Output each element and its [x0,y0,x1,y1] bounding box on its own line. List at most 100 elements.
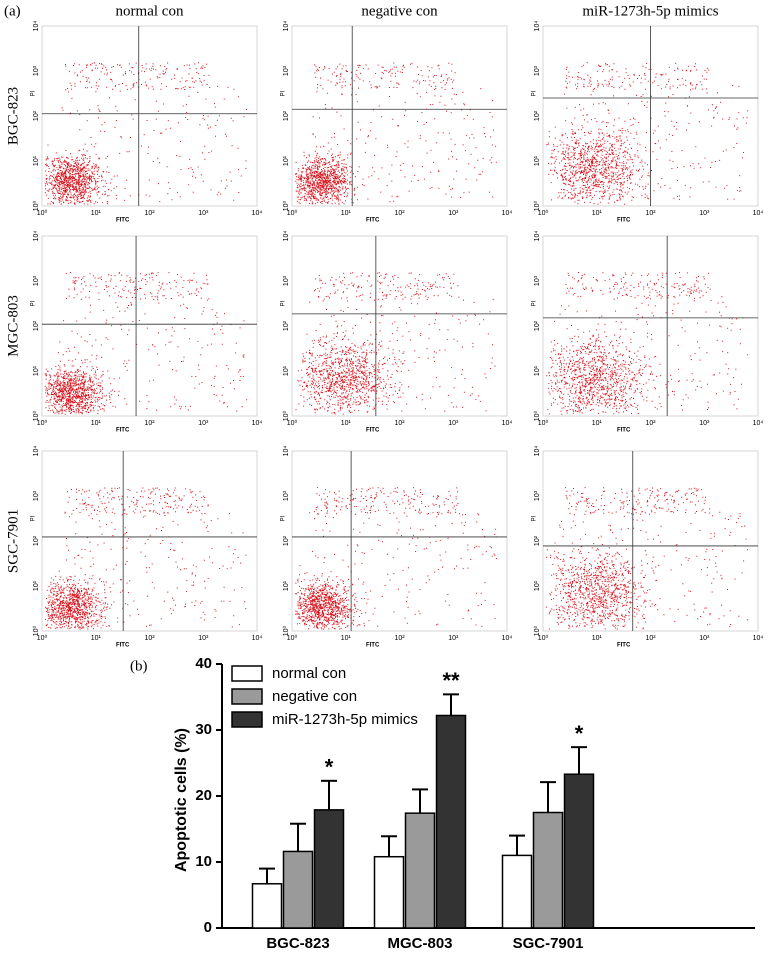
y-axis-label: PI [281,90,287,96]
y-tick-label: 10⁰ [282,411,290,422]
y-axis-label: PI [532,515,538,521]
x-tick-label: 10¹ [91,210,102,217]
cell-dots [546,272,749,415]
x-tick-label: 10¹ [592,635,603,642]
plot-frame [41,450,258,632]
x-axis-label: FITC [116,218,130,224]
y-tick-label: 10⁰ [533,411,541,422]
x-tick-label: 10¹ [592,210,603,217]
x-tick-label: 10² [394,635,405,642]
row-title: SGC-7901 [5,509,21,573]
y-tick-label: 10⁰ [533,201,541,212]
y-axis-label: PI [31,300,37,306]
x-tick-label: 10² [394,210,405,217]
x-tick-label: 10³ [699,210,710,217]
x-axis-label: FITC [366,218,380,224]
legend-swatch [231,711,263,728]
y-tick-label: 10² [283,110,290,121]
bar [501,854,533,929]
cell-dots [295,62,497,205]
x-axis-label: FITC [366,643,380,649]
cell-dots [44,487,247,630]
bar [435,714,467,929]
y-tick-label: 10⁰ [32,411,40,422]
x-tick-label: 10⁰ [538,634,549,642]
x-tick-label: 10² [144,420,155,427]
cell-dots [546,62,749,205]
bar [251,883,283,929]
x-tick-label: 10⁰ [287,209,298,217]
y-tick-label: 10² [33,110,40,121]
y-tick-label: 10³ [33,275,40,286]
y-axis-label: Apoptotic cells (%) [173,728,190,872]
x-tick-label: 10³ [448,210,459,217]
y-tick-label: 10⁰ [282,201,290,212]
plot-frame [41,25,258,207]
legend-label: negative con [272,688,357,705]
x-tick-label: BGC-823 [266,935,329,950]
x-axis-label: FITC [116,643,130,649]
cell-dots [44,272,248,415]
cell-dots [44,62,247,205]
y-tick-label: 10³ [283,275,290,286]
significance-mark: ** [442,668,460,693]
y-tick-label: 10 [195,853,212,870]
y-tick-label: 10² [534,110,541,121]
x-tick-label: SGC-7901 [513,935,584,950]
row-title: BGC-823 [5,87,21,145]
y-tick-label: 10³ [534,490,541,501]
x-tick-label: 10⁴ [502,420,513,427]
y-tick-label: 10¹ [534,580,541,591]
plot-frame [291,235,508,417]
column-title: negative con [361,3,438,19]
y-axis-label: PI [281,300,287,306]
bar [313,809,345,929]
y-tick-label: 10² [534,320,541,331]
x-tick-label: 10² [645,210,656,217]
y-tick-label: 10¹ [534,155,541,166]
y-tick-label: 10⁰ [32,201,40,212]
cell-dots [295,272,496,415]
cell-dots [295,487,497,630]
bar [532,811,564,929]
plot-frame [41,235,258,417]
x-tick-label: 10⁰ [37,419,48,427]
x-axis-label: FITC [617,428,631,434]
x-tick-label: 10² [645,420,656,427]
y-tick-label: 10² [33,320,40,331]
y-axis-label: PI [532,90,538,96]
x-tick-label: 10⁰ [538,209,549,217]
y-tick-label: 10⁴ [33,231,40,242]
x-tick-label: 10⁴ [753,210,764,217]
x-tick-label: 10³ [448,420,459,427]
panel-a-label: (a) [4,3,21,19]
x-axis-label: FITC [617,643,631,649]
x-tick-label: 10² [394,420,405,427]
y-tick-label: 30 [195,721,212,738]
x-tick-label: 10⁰ [287,419,298,427]
y-tick-label: 10³ [33,490,40,501]
x-tick-label: 10³ [699,420,710,427]
x-tick-label: 10⁴ [252,210,263,217]
y-tick-label: 10¹ [33,365,40,376]
column-title: miR-1273h-5p mimics [582,3,718,19]
x-tick-label: 10³ [699,635,710,642]
x-tick-label: 10⁴ [502,635,513,642]
x-tick-label: 10² [144,210,155,217]
x-tick-label: 10³ [198,210,209,217]
y-tick-label: 10³ [283,65,290,76]
legend-label: miR-1273h-5p mimics [272,711,418,728]
panel-b-label: (b) [130,658,148,674]
column-title: normal con [116,3,184,19]
x-tick-label: 10¹ [341,420,352,427]
x-tick-label: 10¹ [592,420,603,427]
y-tick-label: 10³ [534,65,541,76]
x-axis-label: FITC [116,428,130,434]
y-tick-label: 10⁰ [282,626,290,637]
x-tick-label: 10⁰ [37,634,48,642]
x-tick-label: 10⁴ [753,635,764,642]
legend-swatch [231,665,263,682]
x-tick-label: 10² [144,635,155,642]
x-tick-label: 10³ [198,420,209,427]
x-tick-label: 10⁰ [538,419,549,427]
